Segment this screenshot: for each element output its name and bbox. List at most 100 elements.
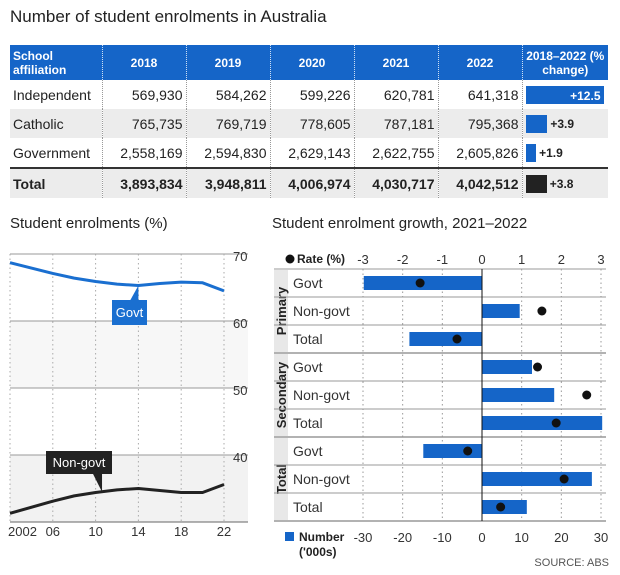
y-tick-label: 50 [233,383,247,398]
row-label: Independent [10,80,103,109]
row-label: Govt [293,359,323,375]
cell-value: 2,558,169 [102,138,187,168]
row-label: Non-govt [293,471,350,487]
govt-label-box [112,300,147,325]
group-label: Primary [274,286,289,335]
number-tick-label: 20 [554,530,568,545]
cell-value: 4,006,974 [270,167,355,198]
bar-chart: Rate (%) -3 -2 -1 0 1 2 3-30 -20 -10 0 10 20 30Primar… [274,252,609,569]
cell-value: 599,226 [270,80,355,109]
number-legend-label: ('000s) [299,545,337,559]
number-bar [482,472,592,486]
nongovt-label: Non-govt [53,455,106,470]
rate-dot [463,446,473,456]
number-bar [482,416,603,430]
rate-legend-marker [285,254,295,264]
col-header: 2018–2022 (% change) [522,45,608,80]
rate-dot [582,390,592,400]
change-label: +1.9 [539,145,563,160]
change-label: +3.9 [550,116,575,131]
number-tick-label: 30 [594,530,608,545]
x-tick-label: 06 [46,524,60,539]
rate-legend-label: Rate (%) [297,252,345,266]
number-bar [482,304,520,318]
number-legend-label: Number [299,530,345,544]
x-tick-label: 18 [174,524,188,539]
x-tick-label: 14 [131,524,145,539]
row-label: Catholic [10,109,103,138]
cell-value: 569,930 [102,80,187,109]
number-tick-label: -30 [354,530,373,545]
change-bar: +12.5 [525,85,604,104]
cell-value: 795,368 [438,109,523,138]
number-tick-label: 0 [478,530,485,545]
row-label: Government [10,138,103,168]
rate-dot [533,362,543,372]
table-header: School affiliation 2018 2019 2020 2021 2… [10,45,608,80]
rate-tick-label: 2 [558,252,565,267]
line-chart-title: Student enrolments (%) [10,215,168,232]
change-label: +3.8 [549,176,574,191]
col-header: School affiliation [10,45,103,80]
number-bar [423,444,482,458]
cell-value: 778,605 [270,109,355,138]
cell-value: 769,719 [186,109,271,138]
row-label: Govt [293,443,323,459]
bar-chart-title: Student enrolment growth, 2021–2022 [272,215,528,232]
rate-dot [559,474,569,484]
col-header: 2022 [438,45,523,80]
y-tick-label: 40 [233,450,247,465]
y-tick-label: 70 [233,249,247,264]
table-row: Independent 569,930 584,262 599,226 620,781 6… [10,80,608,109]
govt-label: Govt [116,305,144,320]
cell-value: 641,318 [438,80,523,109]
series-line-non-govt [9,483,225,515]
row-label: Non-govt [293,303,350,319]
col-header: 2021 [354,45,439,80]
number-bar [482,388,555,402]
row-label: Total [293,331,323,347]
group-band [274,270,288,352]
table-row: Catholic 765,735 769,719 778,605 787,181 795,… [10,109,608,138]
row-label: Total [293,415,323,431]
rate-tick-label: 0 [478,252,485,267]
cell-value: 2,629,143 [270,138,355,168]
number-tick-label: -10 [433,530,452,545]
rate-tick-label: -1 [437,252,449,267]
rate-dot [496,502,506,512]
rate-dot [551,418,561,428]
number-tick-label: -20 [393,530,412,545]
x-tick-label: 10 [88,524,102,539]
col-header: 2018 [102,45,187,80]
change-bar [525,143,537,162]
line-chart: 70 60 50 40 2002 06 10 14 18 22 Govt Non-govt [8,249,248,539]
number-legend-marker [285,532,294,541]
rate-tick-label: -2 [397,252,409,267]
table-row: Government 2,558,169 2,594,830 2,629,143 2,6… [10,138,608,168]
group-band [274,354,288,436]
row-label: Govt [293,275,323,291]
cell-value: 3,948,811 [186,167,271,198]
cell-value: 4,030,717 [354,167,439,198]
x-tick-label: 22 [217,524,231,539]
rate-dot [537,306,547,316]
cell-value: 3,893,834 [102,167,187,198]
rate-tick-label: 1 [518,252,525,267]
table-row: Total 3,893,834 3,948,811 4,006,974 4,030,71… [10,167,608,198]
group-label: Secondary [274,361,289,428]
cell-value: 787,181 [354,109,439,138]
col-header: 2020 [270,45,355,80]
cell-value: 765,735 [102,109,187,138]
source-note: SOURCE: ABS [534,557,609,569]
rate-tick-label: 3 [597,252,604,267]
row-label: Non-govt [293,387,350,403]
cell-value: 2,594,830 [186,138,271,168]
change-bar [525,174,547,193]
cell-value: 2,605,826 [438,138,523,168]
cell-value: 620,781 [354,80,439,109]
number-bar [482,360,532,374]
rate-dot [415,278,425,288]
group-band [274,438,288,520]
cell-value: 2,622,755 [354,138,439,168]
